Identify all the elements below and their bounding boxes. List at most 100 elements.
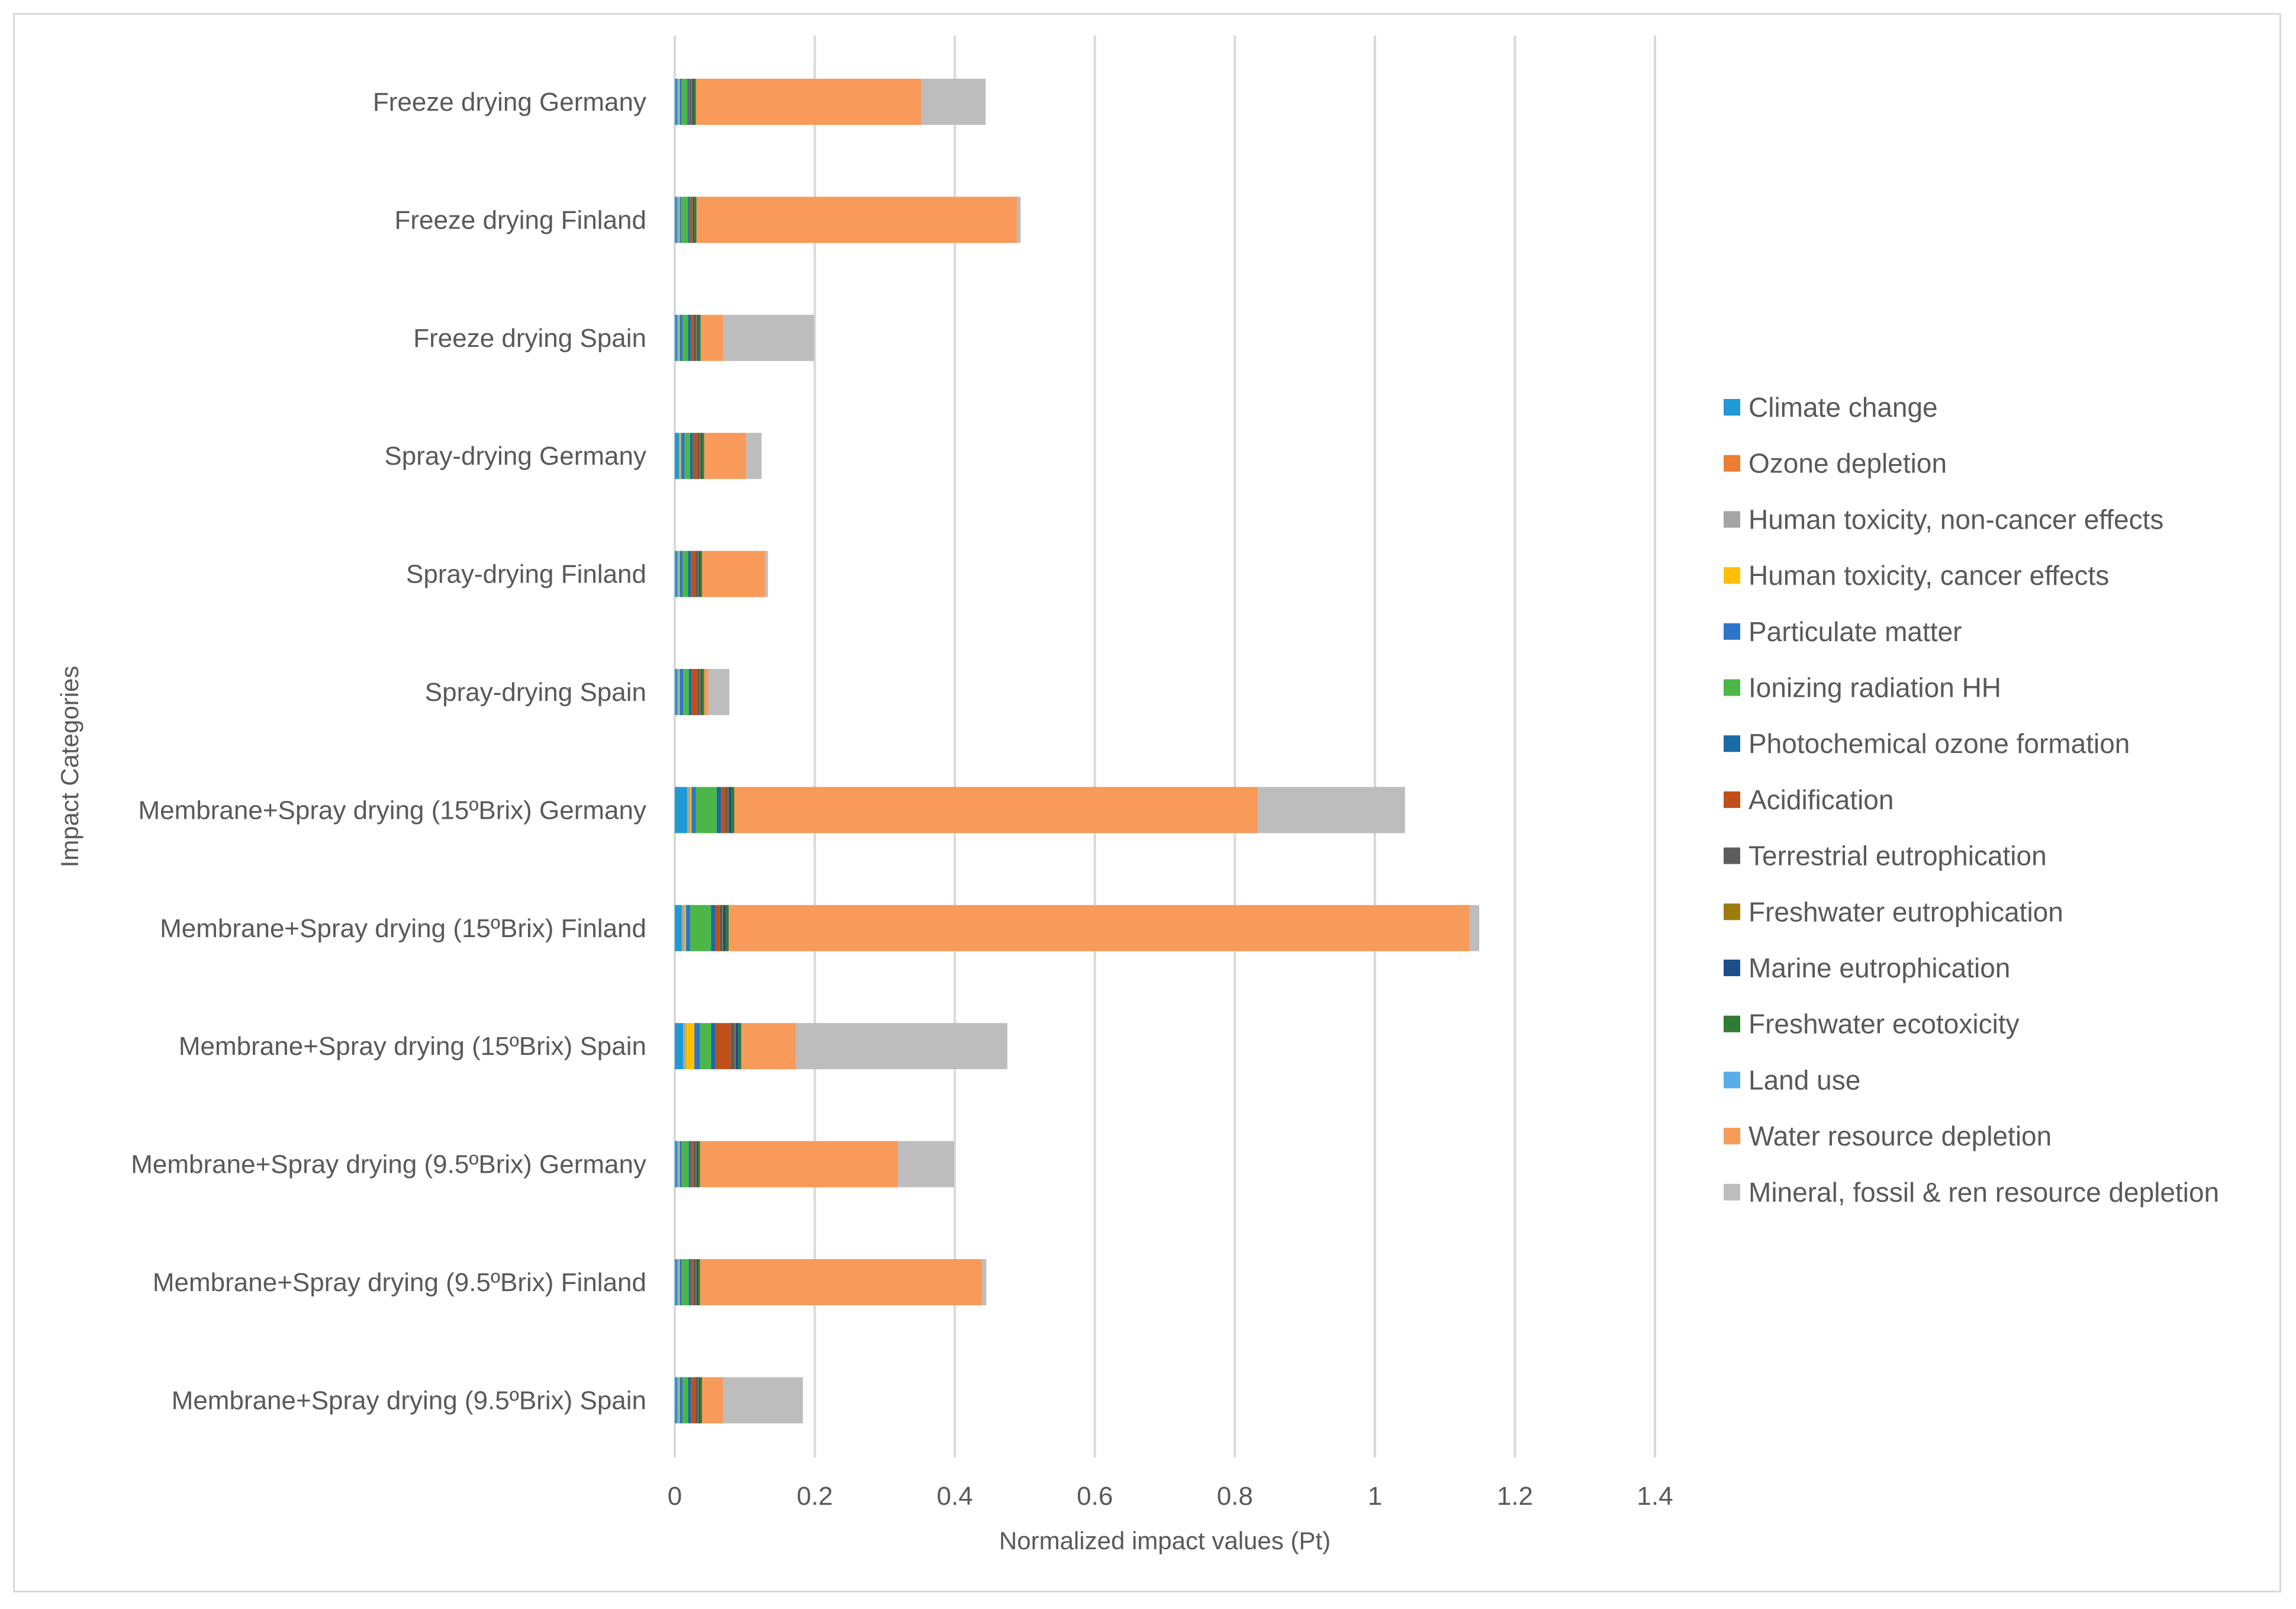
legend-swatch xyxy=(1724,399,1740,416)
bar-segment-acidification xyxy=(691,1377,695,1424)
bar-segment-climate-change xyxy=(675,79,678,125)
bar-segment-climate-change xyxy=(675,787,688,834)
legend-label: Freshwater eutrophication xyxy=(1748,896,2063,927)
legend-label: Terrestrial eutrophication xyxy=(1748,841,2047,871)
bar-segment-marine-eutrophication xyxy=(696,1259,698,1305)
bar-segment-ionizing-radiation-hh xyxy=(681,1141,689,1188)
legend-label: Human toxicity, non-cancer effects xyxy=(1748,504,2163,535)
bar-segment-acidification xyxy=(691,1259,694,1305)
category-label: Membrane+Spray drying (9.5ºBrix) Spain xyxy=(172,1386,646,1415)
bar-segment-mineral-fossil-ren-resource-depletion xyxy=(746,433,762,480)
bar-segment-water-resource-depletion xyxy=(696,197,1017,243)
bar-segment-freshwater-ecotoxicity xyxy=(698,314,701,361)
bar-segment-freshwater-eutrophication xyxy=(727,787,729,834)
bar-segment-human-toxicity-cancer-effects xyxy=(679,1141,680,1188)
bar-segment-human-toxicity-cancer-effects xyxy=(679,551,680,597)
legend-item: Acidification xyxy=(1724,784,1894,815)
bar-segment-human-toxicity-non-cancer-effects xyxy=(677,197,680,243)
bar-segment-acidification xyxy=(691,551,695,597)
bar-segment-water-resource-depletion xyxy=(741,1023,796,1070)
legend-item: Photochemical ozone formation xyxy=(1724,728,2130,759)
legend-item: Climate change xyxy=(1724,392,1938,423)
bar-row xyxy=(675,1259,987,1305)
bar-segment-photochemical-ozone-formation xyxy=(711,1023,716,1070)
legend-label: Photochemical ozone formation xyxy=(1748,728,2130,759)
bar-segment-terrestrial-eutrophication xyxy=(697,433,700,480)
bar-segment-freshwater-eutrophication xyxy=(735,1023,736,1070)
bar-segment-particulate-matter xyxy=(694,1023,700,1070)
bar-segment-photochemical-ozone-formation xyxy=(688,551,691,597)
bar-segment-particulate-matter xyxy=(691,787,696,834)
x-tick-label: 1.4 xyxy=(1637,1482,1673,1511)
bar-segment-mineral-fossil-ren-resource-depletion xyxy=(982,1259,987,1305)
legend-item: Terrestrial eutrophication xyxy=(1724,841,2047,871)
bar-row xyxy=(675,905,1480,951)
legend-label: Freshwater ecotoxicity xyxy=(1748,1009,2020,1040)
bar-segment-acidification xyxy=(715,1023,731,1070)
bar-segment-human-toxicity-non-cancer-effects xyxy=(677,1141,680,1188)
bar-segment-mineral-fossil-ren-resource-depletion xyxy=(1469,905,1480,951)
bar-segment-marine-eutrophication xyxy=(700,669,703,715)
legend-item: Human toxicity, cancer effects xyxy=(1724,560,2109,591)
bar-segment-human-toxicity-non-cancer-effects xyxy=(677,669,680,715)
bar-segment-human-toxicity-cancer-effects xyxy=(684,905,686,951)
category-label: Membrane+Spray drying (15ºBrix) Finland xyxy=(160,914,646,943)
bar-segment-human-toxicity-cancer-effects xyxy=(679,1259,680,1305)
bar-segment-ionizing-radiation-hh xyxy=(695,787,717,834)
bar-segment-particulate-matter xyxy=(680,1377,683,1424)
bar-segment-mineral-fossil-ren-resource-depletion xyxy=(1017,197,1021,243)
bar-segment-ionizing-radiation-hh xyxy=(681,79,688,125)
bar-segment-photochemical-ozone-formation xyxy=(688,1377,691,1424)
legend-label: Acidification xyxy=(1748,784,1894,815)
bar-segment-human-toxicity-cancer-effects xyxy=(690,787,692,834)
legend-swatch xyxy=(1724,623,1740,640)
bar-segment-climate-change xyxy=(675,1023,684,1070)
bar-segment-climate-change xyxy=(675,669,678,715)
x-tick-label: 0.2 xyxy=(797,1482,833,1511)
bar-segment-freshwater-eutrophication xyxy=(695,1259,697,1305)
bar-segment-photochemical-ozone-formation xyxy=(687,79,689,125)
bar-segment-mineral-fossil-ren-resource-depletion xyxy=(898,1141,954,1188)
bar-segment-freshwater-eutrophication xyxy=(691,79,693,125)
bar-segment-human-toxicity-non-cancer-effects xyxy=(677,314,680,361)
bar-segment-marine-eutrophication xyxy=(698,551,700,597)
bar-row xyxy=(675,197,1021,243)
bar-segment-freshwater-ecotoxicity xyxy=(700,1377,703,1424)
bar-segment-mineral-fossil-ren-resource-depletion xyxy=(765,551,768,597)
bar-segment-human-toxicity-cancer-effects xyxy=(679,79,680,125)
bar-segment-marine-eutrophication xyxy=(700,433,703,480)
bar-segment-marine-eutrophication xyxy=(735,1023,739,1070)
bar-row xyxy=(675,669,730,715)
legend-item: Mineral, fossil & ren resource depletion xyxy=(1724,1177,2219,1208)
bar-segment-photochemical-ozone-formation xyxy=(688,314,691,361)
legend-swatch xyxy=(1724,1071,1740,1089)
x-tick-label: 0.8 xyxy=(1217,1482,1253,1511)
bar-segment-terrestrial-eutrophication xyxy=(693,1141,696,1188)
x-tick-label: 0.4 xyxy=(937,1482,973,1511)
bar-segment-ionizing-radiation-hh xyxy=(684,433,691,480)
category-label: Freeze drying Finland xyxy=(394,205,646,234)
bar-row xyxy=(675,551,768,597)
bar-segment-particulate-matter xyxy=(680,1259,682,1305)
legend-item: Ionizing radiation HH xyxy=(1724,672,2001,703)
bar-segment-human-toxicity-non-cancer-effects xyxy=(677,1377,680,1424)
bar-segment-marine-eutrophication xyxy=(723,905,726,951)
legend-item: Ozone depletion xyxy=(1724,448,1947,479)
x-tick-labels: 0 0.2 0.4 0.6 0.8 1 1.2 1.4 xyxy=(668,1482,1673,1511)
bar-segment-particulate-matter xyxy=(680,1141,682,1188)
bar-segment-photochemical-ozone-formation xyxy=(688,1259,691,1305)
bar-segment-climate-change xyxy=(675,197,678,243)
bar-segment-mineral-fossil-ren-resource-depletion xyxy=(1258,787,1405,834)
bar-segment-water-resource-depletion xyxy=(704,669,709,715)
bar-segment-photochemical-ozone-formation xyxy=(690,433,693,480)
legend-swatch xyxy=(1724,679,1740,696)
bar-segment-freshwater-eutrophication xyxy=(700,433,701,480)
gridlines xyxy=(674,36,1656,1457)
legend-swatch xyxy=(1724,960,1740,976)
bar-segment-photochemical-ozone-formation xyxy=(688,669,692,715)
bar-segment-marine-eutrophication xyxy=(729,787,732,834)
bar-segment-climate-change xyxy=(675,551,678,597)
bar-segment-terrestrial-eutrophication xyxy=(693,314,697,361)
bar-segment-climate-change xyxy=(675,1377,678,1424)
